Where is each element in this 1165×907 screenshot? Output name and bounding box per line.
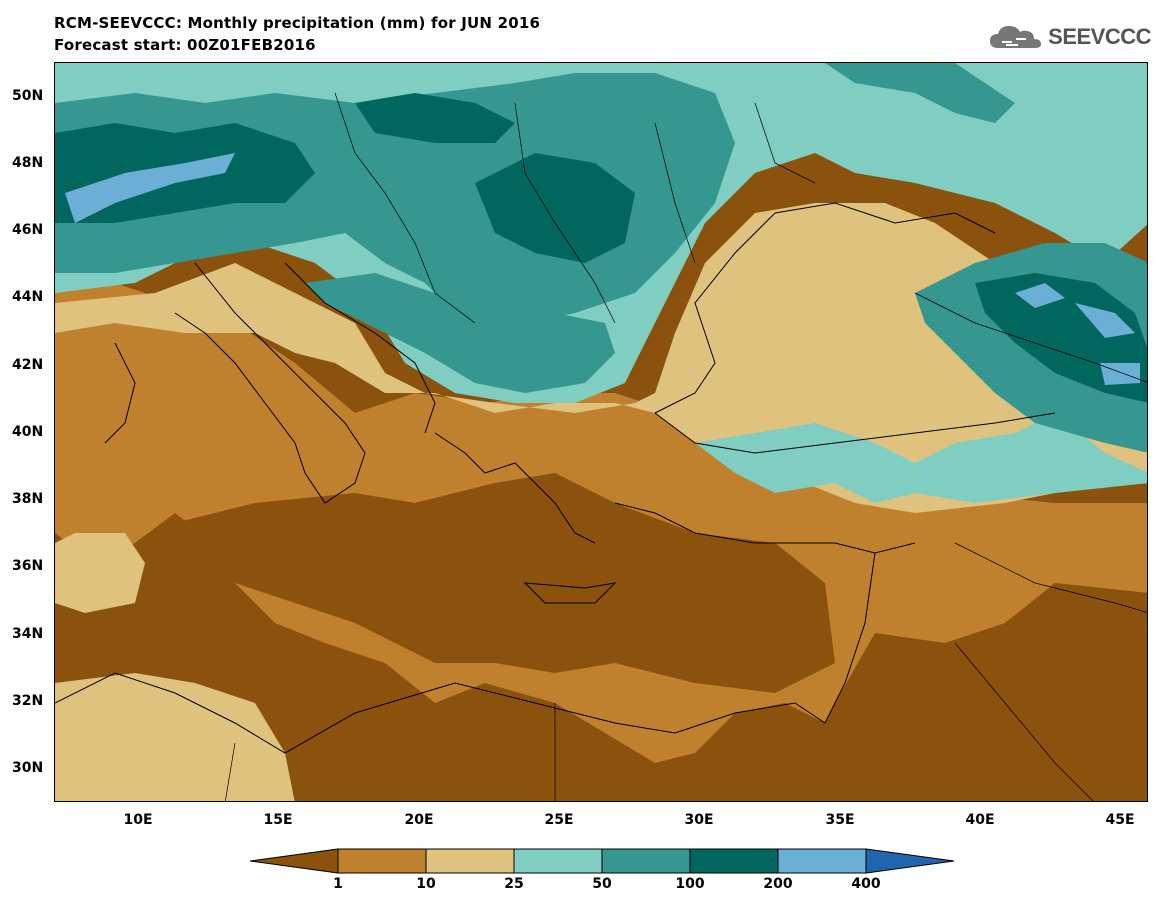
lat-label: 40N <box>12 424 44 440</box>
colorbar <box>250 848 955 874</box>
colorbar-swatch-2 <box>425 848 515 874</box>
lon-label: 15E <box>263 812 293 828</box>
lon-label: 20E <box>404 812 434 828</box>
lat-label: 36N <box>12 558 44 574</box>
colorbar-label: 50 <box>592 876 612 892</box>
colorbar-label: 25 <box>504 876 524 892</box>
lon-label: 45E <box>1105 812 1135 828</box>
colorbar-swatch-1 <box>337 848 427 874</box>
region-50-100-balkans <box>305 273 615 393</box>
lat-label: 34N <box>12 626 44 642</box>
lat-label: 42N <box>12 357 44 373</box>
region-100-200-poland <box>355 93 515 143</box>
region-dry-sea <box>175 473 835 693</box>
borders <box>224 92 1147 801</box>
colorbar-swatch-4 <box>601 848 691 874</box>
colorbar-label: 100 <box>675 876 705 892</box>
region-200-400-alps <box>65 153 235 223</box>
lat-label: 48N <box>12 155 44 171</box>
logo: SEEVCCC <box>988 20 1151 54</box>
lat-label: 32N <box>12 693 44 709</box>
logo-text: SEEVCCC <box>1048 24 1151 49</box>
coastlines <box>55 202 1056 754</box>
lat-label: 30N <box>12 760 44 776</box>
colorbar-swatch-3 <box>513 848 603 874</box>
region-25-50-turkey <box>695 413 1147 503</box>
region-50-100-ne <box>825 63 1015 123</box>
lat-label: 46N <box>12 222 44 238</box>
region-200-400-caucasus-2 <box>1075 303 1135 338</box>
lon-label: 30E <box>684 812 714 828</box>
colorbar-label: 1 <box>333 876 343 892</box>
cloud-icon <box>990 26 1042 48</box>
lon-label: 25E <box>544 812 574 828</box>
colorbar-swatch-5 <box>689 848 779 874</box>
colorbar-label: 10 <box>416 876 436 892</box>
map <box>54 62 1148 802</box>
lon-label: 40E <box>965 812 995 828</box>
page-title: RCM-SEEVCCC: Monthly precipitation (mm) … <box>54 14 541 32</box>
precipitation-field <box>55 63 1147 801</box>
lat-label: 38N <box>12 491 44 507</box>
colorbar-label: 200 <box>763 876 793 892</box>
region-10-25-tunisia <box>55 533 145 613</box>
colorbar-label: 400 <box>851 876 881 892</box>
region-200-400-caucasus-3 <box>1100 363 1140 385</box>
colorbar-swatch-0 <box>250 848 339 874</box>
region-100-200-carpathians <box>475 153 635 263</box>
lat-label: 44N <box>12 289 44 305</box>
forecast-start: Forecast start: 00Z01FEB2016 <box>54 36 316 54</box>
colorbar-swatch-7 <box>865 848 955 874</box>
lat-label: 50N <box>12 88 44 104</box>
region-10-25-north-africa <box>55 673 295 801</box>
colorbar-swatch-6 <box>777 848 867 874</box>
region-10-25 <box>55 203 1147 513</box>
lon-label: 35E <box>825 812 855 828</box>
lon-label: 10E <box>123 812 153 828</box>
region-200-400-caucasus-1 <box>1015 283 1065 308</box>
